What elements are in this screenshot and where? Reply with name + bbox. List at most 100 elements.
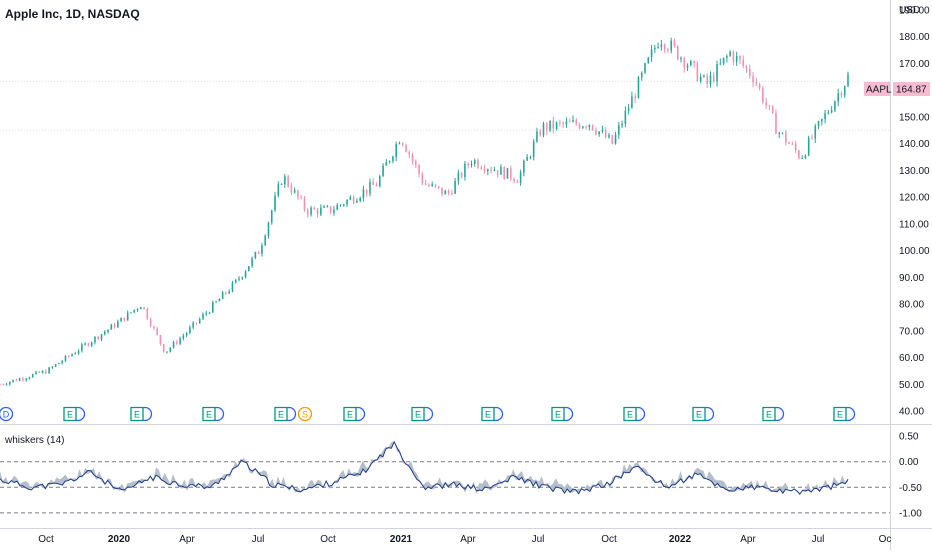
candle-body [130,312,132,314]
svg-text:D: D [3,410,10,420]
earnings-event-icon[interactable]: E [692,406,715,422]
whiskers-indicator [0,440,890,514]
candle-body [699,76,702,82]
svg-text:E: E [347,410,353,420]
candle-body [143,307,145,309]
candle-body [169,347,172,352]
price-tick-label: 140.00 [899,139,930,150]
candle-body [395,143,397,157]
time-axis-label: Jul [812,534,825,545]
candle-body [709,75,712,84]
candle-body [77,350,80,354]
earnings-event-icon[interactable]: E [623,406,646,422]
candle-body [421,174,424,184]
time-axis[interactable]: Oct 2020 Apr Jul Oct 2021 Apr Jul Oct 2022 Apr Jul O… [38,534,891,545]
candle-body [460,172,463,177]
dividend-event-icon[interactable]: D [0,406,14,422]
candle-body [388,160,391,163]
candle-body [251,257,253,267]
candle-body [637,77,640,99]
candle-body [22,378,24,380]
candle-body [473,160,476,164]
earnings-event-icon[interactable]: E [130,406,153,422]
candle-body [320,207,322,215]
candle-body [401,143,404,145]
candle-body [51,366,54,368]
candle-body [346,199,348,205]
earnings-event-icon[interactable]: E [343,406,366,422]
candle-body [611,135,614,144]
candle-body [267,222,270,236]
candle-body [572,120,574,122]
whiskers-yellow-band [0,441,848,496]
candle-body [555,122,558,129]
candle-body [113,324,116,328]
candle-body [411,154,414,161]
candle-body [352,197,355,203]
indicator-axis[interactable]: 0.50 0.00 -0.50 -1.00 [899,432,922,520]
candle-body [18,378,21,381]
time-axis-label: Oct [601,534,617,545]
candle-body [798,150,800,159]
candle-body [807,137,810,156]
earnings-event-icon[interactable]: E [762,406,785,422]
candle-body [385,162,388,166]
candle-body [277,184,280,196]
price-tick-label: 120.00 [899,193,930,204]
candle-body [405,144,407,153]
candle-body [293,190,296,193]
price-tick-label: 170.00 [899,59,930,70]
candle-body [519,172,522,183]
candle-body [428,184,430,187]
candle-body [61,361,64,364]
candle-body [752,75,754,83]
candle-body [444,190,447,195]
candle-body [788,142,790,144]
split-event-icon[interactable]: S [297,406,313,422]
earnings-event-icon[interactable]: E [411,406,434,422]
candle-body [349,197,352,200]
candle-body [313,207,316,210]
earnings-event-icon[interactable]: E [551,406,574,422]
candle-body [447,190,450,194]
candle-body [398,143,401,145]
candle-body [136,309,139,311]
candle-body [663,44,666,50]
earnings-event-icon[interactable]: E [63,406,86,422]
candle-body [415,160,417,165]
candle-body [25,378,27,380]
candle-body [532,141,535,157]
candle-body [35,371,37,375]
svg-text:E: E [766,410,772,420]
earnings-event-icon[interactable]: E [274,406,297,422]
candle-body [100,334,103,340]
chart-title: Apple Inc, 1D, NASDAQ [5,7,140,21]
candle-body [745,65,748,69]
candle-body [624,110,627,124]
svg-text:E: E [134,410,140,420]
candle-body [369,181,371,194]
candle-body [162,343,165,353]
candle-body [784,132,787,143]
candle-body [618,125,620,135]
candle-body [41,370,44,373]
earnings-event-icon[interactable]: E [833,406,856,422]
candle-body [516,181,519,183]
candle-body [640,72,643,78]
candle-body [375,185,378,187]
candle-body [565,121,568,125]
candle-body [480,167,483,169]
candle-body [500,167,502,175]
candle-body [811,137,813,139]
price-tick-label: 150.00 [899,112,930,123]
earnings-event-icon[interactable]: E [481,406,504,422]
candle-body [775,113,777,134]
candle-body [372,181,375,186]
earnings-event-icon[interactable]: E [202,406,225,422]
candle-body [234,279,237,283]
candle-body [28,377,31,379]
candle-body [496,170,499,175]
candle-body [212,302,214,313]
